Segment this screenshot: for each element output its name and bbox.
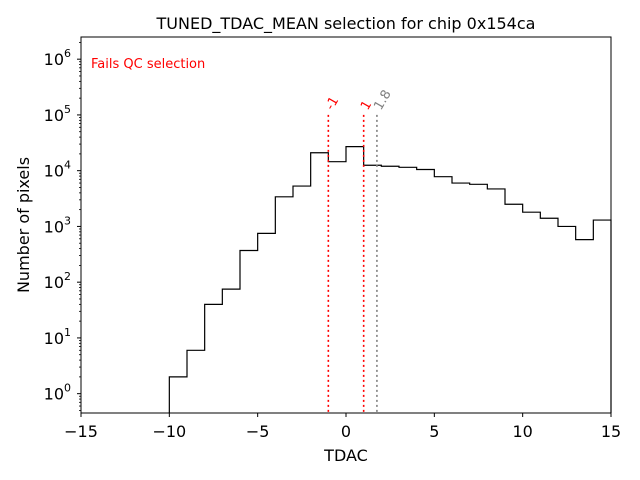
plot-area: -1 11.8−15 −10 −5 0 5 10 1510010110210310410510… — [44, 36, 621, 441]
y-tick-label-0: 100 — [44, 382, 71, 404]
y-axis-label: Number of pixels — [14, 157, 33, 293]
y-tick-label-1: 101 — [44, 326, 71, 348]
x-tick-label-0: −15 — [64, 422, 98, 441]
x-tick-label-1: −10 — [152, 422, 186, 441]
y-tick-label-6: 106 — [44, 47, 71, 69]
cut-line-label-2: 1.8 — [371, 88, 394, 113]
y-tick-label-4: 104 — [44, 159, 71, 181]
y-tick-label-5: 105 — [44, 103, 71, 125]
x-tick-label-2: −5 — [246, 422, 270, 441]
cut-line-label-0: -1 — [323, 94, 342, 113]
qc-annotation: Fails QC selection — [91, 57, 205, 72]
histogram-bars — [168, 146, 612, 413]
x-tick-label-3: 0 — [341, 422, 351, 441]
axes-frame — [80, 36, 612, 414]
y-tick-label-3: 103 — [44, 214, 71, 236]
x-tick-label-4: 5 — [429, 422, 439, 441]
chart-title: TUNED_TDAC_MEAN selection for chip 0x154… — [156, 14, 536, 34]
x-tick-label-5: 10 — [512, 422, 532, 441]
x-tick-label-6: 15 — [601, 422, 621, 441]
y-tick-label-2: 102 — [44, 270, 71, 292]
x-axis-label: TDAC — [323, 446, 368, 465]
